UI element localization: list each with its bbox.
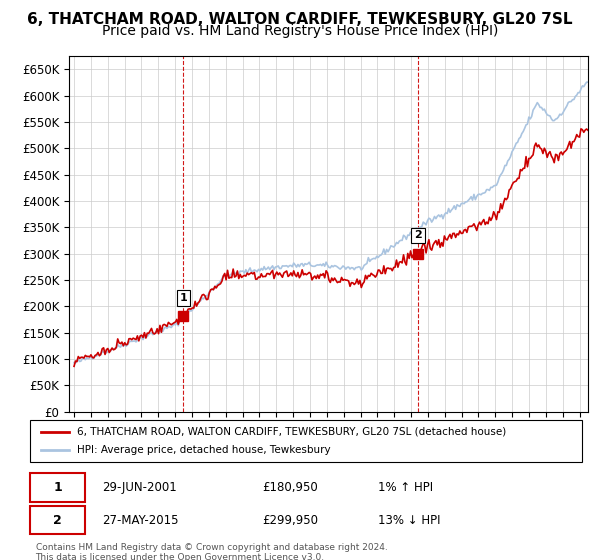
Text: £299,950: £299,950	[262, 514, 318, 526]
Text: HPI: Average price, detached house, Tewkesbury: HPI: Average price, detached house, Tewk…	[77, 445, 331, 455]
Text: Contains HM Land Registry data © Crown copyright and database right 2024.
This d: Contains HM Land Registry data © Crown c…	[35, 543, 387, 560]
Text: 2: 2	[53, 514, 62, 526]
Text: 13% ↓ HPI: 13% ↓ HPI	[378, 514, 440, 526]
Text: 6, THATCHAM ROAD, WALTON CARDIFF, TEWKESBURY, GL20 7SL: 6, THATCHAM ROAD, WALTON CARDIFF, TEWKES…	[27, 12, 573, 27]
Text: Price paid vs. HM Land Registry's House Price Index (HPI): Price paid vs. HM Land Registry's House …	[102, 24, 498, 38]
FancyBboxPatch shape	[30, 506, 85, 534]
Text: 29-JUN-2001: 29-JUN-2001	[102, 481, 176, 494]
Text: 27-MAY-2015: 27-MAY-2015	[102, 514, 178, 526]
FancyBboxPatch shape	[30, 473, 85, 502]
Text: £180,950: £180,950	[262, 481, 317, 494]
Text: 1: 1	[53, 481, 62, 494]
Text: 1: 1	[179, 293, 187, 303]
Text: 6, THATCHAM ROAD, WALTON CARDIFF, TEWKESBURY, GL20 7SL (detached house): 6, THATCHAM ROAD, WALTON CARDIFF, TEWKES…	[77, 427, 506, 437]
Text: 2: 2	[414, 230, 422, 240]
Text: 1% ↑ HPI: 1% ↑ HPI	[378, 481, 433, 494]
FancyBboxPatch shape	[30, 420, 582, 462]
